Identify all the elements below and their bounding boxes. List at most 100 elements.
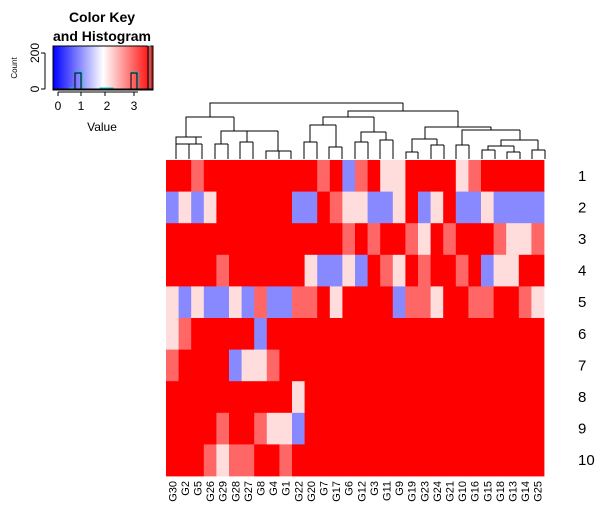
heatmap-cell: [203, 318, 217, 350]
heatmap-cell: [203, 381, 217, 414]
heatmap-cell: [518, 412, 532, 445]
heatmap-cell: [481, 444, 494, 477]
heatmap-cell: [430, 160, 444, 192]
heatmap-cell: [481, 191, 494, 224]
heatmap-cell: [241, 412, 255, 445]
heatmap-cell: [430, 191, 444, 224]
heatmap-cell: [166, 349, 179, 382]
heatmap-cell: [418, 349, 431, 382]
heatmap-cell: [430, 444, 444, 477]
heatmap-cell: [191, 191, 205, 224]
heatmap-cell: [493, 444, 507, 477]
heatmap-cell: [518, 349, 532, 382]
heatmap-cell: [191, 223, 205, 256]
heatmap-cell: [418, 412, 431, 445]
heatmap-cell: [481, 254, 494, 287]
heatmap-cell: [430, 254, 444, 287]
heatmap-cell: [367, 412, 381, 445]
heatmap-cell: [304, 254, 318, 287]
heatmap-cell: [266, 191, 280, 224]
heatmap-cell: [355, 254, 368, 287]
heatmap-cell: [392, 318, 406, 350]
heatmap-cell: [468, 318, 482, 350]
column-label: G8: [256, 481, 268, 496]
heatmap-cell: [241, 223, 255, 256]
heatmap-cell: [203, 286, 217, 319]
heatmap-cell: [367, 349, 381, 382]
column-label: G16: [470, 481, 482, 502]
heatmap-cell: [342, 254, 356, 287]
heatmap-cell: [493, 160, 507, 192]
heatmap-cell: [455, 286, 469, 319]
column-label: G26: [205, 481, 217, 502]
heatmap-cell: [229, 412, 242, 445]
heatmap-cell: [292, 286, 305, 319]
heatmap-cell: [229, 191, 242, 224]
heatmap-cell: [418, 254, 431, 287]
color-key-x-axis: 0 1 2 3 Value: [55, 91, 138, 134]
heatmap-cell: [418, 286, 431, 319]
heatmap-cell: [191, 412, 205, 445]
heatmap-cell: [418, 318, 431, 350]
heatmap-cell: [329, 444, 343, 477]
heatmap-cell: [405, 349, 419, 382]
heatmap-cell: [355, 349, 368, 382]
heatmap-cell: [430, 381, 444, 414]
heatmap-cell: [241, 349, 255, 382]
heatmap-cell: [531, 444, 545, 477]
heatmap-cell: [191, 254, 205, 287]
heatmap-cell: [229, 318, 242, 350]
column-label: G14: [520, 481, 532, 502]
color-key-ytick-200: 200: [28, 43, 42, 63]
heatmap-cell: [254, 381, 268, 414]
heatmap-cell: [191, 349, 205, 382]
heatmap-cell: [493, 191, 507, 224]
heatmap-cell: [531, 191, 545, 224]
heatmap-cell: [178, 286, 192, 319]
column-label: G23: [419, 481, 431, 502]
heatmap-cell: [241, 381, 255, 414]
heatmap-cell: [506, 191, 520, 224]
row-label: 9: [578, 421, 586, 438]
heatmap-cell: [443, 254, 457, 287]
heatmap-cell: [241, 160, 255, 192]
heatmap-cell: [329, 254, 343, 287]
heatmap-cell: [178, 191, 192, 224]
heatmap-cell: [443, 381, 457, 414]
heatmap-cell: [455, 160, 469, 192]
heatmap-cell: [191, 318, 205, 350]
heatmap-cell: [329, 349, 343, 382]
column-label: G20: [306, 481, 318, 502]
heatmap-cell: [405, 223, 419, 256]
heatmap-cell: [430, 349, 444, 382]
column-dendrogram: [175, 102, 546, 159]
heatmap-cell: [317, 254, 331, 287]
heatmap-cell: [506, 381, 520, 414]
heatmap-cell: [279, 381, 293, 414]
color-key-xtick-0: 0: [55, 99, 62, 113]
heatmap-cell: [418, 381, 431, 414]
heatmap-cell: [405, 381, 419, 414]
heatmap-cell: [443, 160, 457, 192]
column-label: G21: [445, 481, 457, 502]
heatmap-cell: [191, 444, 205, 477]
heatmap-cell: [203, 444, 217, 477]
heatmap-cell: [468, 349, 482, 382]
heatmap-cell: [342, 318, 356, 350]
row-labels: 1 2 3 4 5 6 7 8 9 10: [578, 168, 595, 469]
heatmap-cell: [455, 349, 469, 382]
heatmap-cell: [443, 223, 457, 256]
heatmap-cell: [317, 412, 331, 445]
heatmap-cell: [405, 160, 419, 192]
heatmap-cell: [418, 160, 431, 192]
heatmap-cell: [531, 349, 545, 382]
heatmap-cell: [216, 191, 230, 224]
heatmap-cell: [166, 286, 179, 319]
row-label: 5: [578, 294, 586, 311]
heatmap-cell: [392, 381, 406, 414]
heatmap-cell: [317, 286, 331, 319]
heatmap-cell: [392, 349, 406, 382]
heatmap-cell: [166, 191, 179, 224]
heatmap-cell: [279, 191, 293, 224]
